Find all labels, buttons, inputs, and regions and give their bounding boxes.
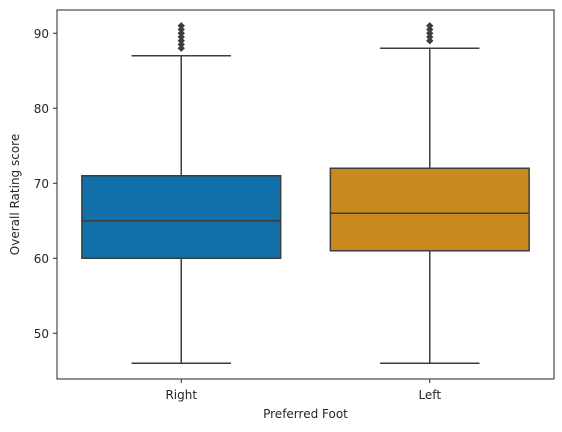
y-axis-label: Overall Rating score [8,134,22,255]
y-tick-label: 90 [34,27,49,41]
box-iqr [329,167,530,252]
outlier-point [425,21,434,30]
box-group-right [81,21,282,364]
x-axis-ticks: Right Left [165,379,441,402]
box-iqr [81,175,282,259]
x-tick-label: Left [418,388,441,402]
axes-frame [56,9,555,380]
x-axis-label: Preferred Foot [263,407,348,421]
y-tick-label: 50 [34,327,49,341]
plot-area [81,21,530,364]
outlier-point [177,21,186,30]
box-group-left [329,21,530,364]
x-tick-label: Right [165,388,197,402]
y-axis-ticks: 50 60 70 80 90 [34,27,57,341]
y-tick-label: 60 [34,252,49,266]
y-tick-label: 70 [34,177,49,191]
y-tick-label: 80 [34,102,49,116]
